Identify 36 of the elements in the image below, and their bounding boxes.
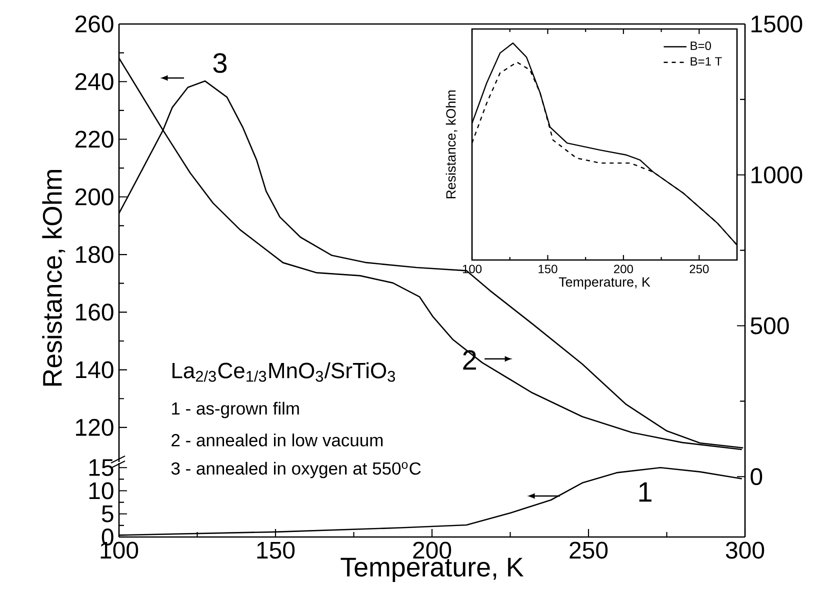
annotation: 2 - annealed in low vacuum	[172, 434, 383, 446]
y-tick-label: 0	[750, 468, 762, 486]
y-axis-title: Resistance, kOhm	[446, 90, 458, 198]
annotation: 1	[639, 482, 652, 502]
annotation: 3 - annealed in oxygen at 550$^{o}$C	[171, 462, 421, 478]
y-tick-label: 160	[76, 304, 114, 321]
x-tick-label: 100	[462, 264, 482, 274]
annotation: 3	[213, 53, 227, 73]
legend-label: B=0	[690, 42, 711, 50]
x-tick-label: 200	[614, 264, 633, 274]
y-tick-label: 180	[76, 246, 114, 264]
y-tick-label: 5	[102, 506, 114, 522]
x-tick-label: 250	[690, 264, 709, 274]
y-tick-label: 120	[76, 418, 114, 436]
x-tick-label: 150	[257, 542, 295, 559]
y-tick-label: 240	[75, 73, 114, 90]
x-tick-label: 300	[726, 542, 764, 559]
x-axis-title: Temperature, K	[340, 558, 524, 582]
y-tick-label: 1000	[752, 166, 802, 184]
x-tick-label: 250	[570, 542, 608, 559]
y-tick-label: 260	[75, 15, 114, 32]
x-tick-label: 150	[538, 264, 558, 274]
y-axis-title: Resistance, kOhm	[42, 170, 66, 386]
y-tick-label: 1500	[752, 15, 802, 32]
annotation: La$_{2/3}$Ce$_{1/3}$MnO$_{3}$/SrTiO$_{3}$	[172, 362, 395, 382]
y-tick-label: 15	[89, 459, 114, 476]
annotation: 1 - as-grown film	[172, 402, 299, 418]
y-tick-label: 220	[75, 130, 114, 148]
x-axis-title: Temperature, K	[558, 277, 650, 290]
annotation: 2	[463, 350, 476, 370]
y-tick-label: 200	[75, 188, 114, 206]
y-tick-label: 500	[750, 317, 789, 334]
legend-label: B=1 T	[690, 57, 722, 66]
y-tick-label: 140	[76, 361, 114, 378]
y-tick-label: 10	[89, 482, 114, 500]
x-tick-label: 200	[413, 542, 452, 559]
